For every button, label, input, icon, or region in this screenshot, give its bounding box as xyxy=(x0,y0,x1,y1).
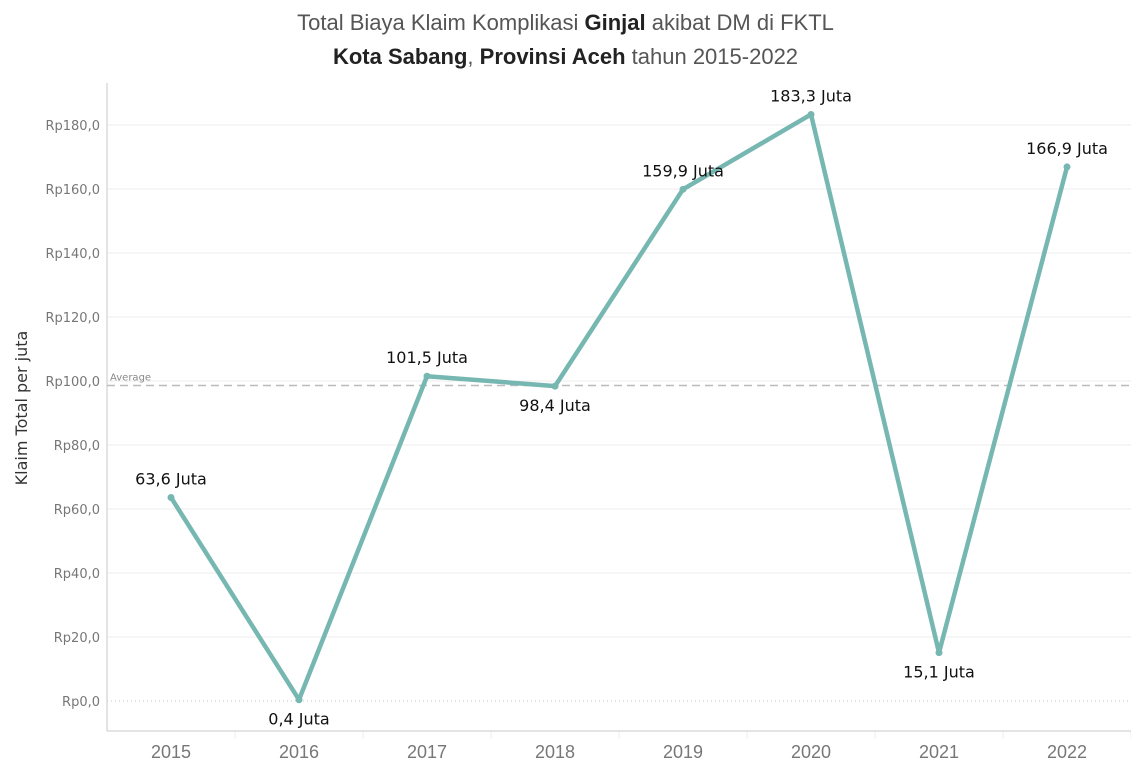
x-tick-label: 2019 xyxy=(663,742,703,762)
data-label-2022: 166,9 Juta xyxy=(1026,139,1108,158)
y-tick-label: Rp0,0 xyxy=(62,695,100,710)
data-labels: 63,6 Juta 0,4 Juta 101,5 Juta 98,4 Juta 159,… xyxy=(135,86,1108,728)
series-line xyxy=(168,112,1070,702)
x-tick-label: 2016 xyxy=(279,742,319,762)
data-point-2019 xyxy=(679,185,687,193)
data-point-2022 xyxy=(1063,163,1071,171)
y-tick-label: Rp120,0 xyxy=(45,311,100,326)
x-tick-label: 2018 xyxy=(535,742,575,762)
y-tick-label: Rp20,0 xyxy=(54,631,100,646)
x-tick-label: 2015 xyxy=(151,742,191,762)
y-tick-label: Rp60,0 xyxy=(54,503,100,518)
series-klaim-total xyxy=(167,110,1071,704)
title-bold-province: Provinsi Aceh xyxy=(479,44,626,69)
data-label-2019: 159,9 Juta xyxy=(642,161,724,180)
title-prefix: Total Biaya Klaim Komplikasi xyxy=(297,10,585,35)
data-label-2021: 15,1 Juta xyxy=(903,663,975,682)
x-tick-label: 2017 xyxy=(407,742,447,762)
y-tick-label: Rp40,0 xyxy=(54,567,100,582)
data-point-2016 xyxy=(295,696,303,704)
y-tick-label: Rp80,0 xyxy=(54,439,100,454)
chart-title-line-1: Total Biaya Klaim Komplikasi Ginjal akib… xyxy=(0,10,1131,36)
data-point-2021 xyxy=(935,649,943,657)
y-tick-label: Rp180,0 xyxy=(45,119,100,134)
data-point-2018 xyxy=(551,382,559,390)
title-separator: , xyxy=(467,44,480,69)
y-tick-label: Rp160,0 xyxy=(45,183,100,198)
x-tick-label: 2022 xyxy=(1047,742,1087,762)
title-bold-ginjal: Ginjal xyxy=(584,10,646,35)
y-axis-label: Klaim Total per juta xyxy=(12,331,31,486)
data-label-2018: 98,4 Juta xyxy=(519,396,591,415)
y-axis-ticks: Rp0,0 Rp20,0 Rp40,0 Rp60,0 Rp80,0 Rp100,0 Rp12… xyxy=(45,119,100,710)
axes xyxy=(106,83,1131,732)
chart-title-line-2: Kota Sabang, Provinsi Aceh tahun 2015-20… xyxy=(0,44,1131,70)
average-reference-line: Average xyxy=(107,372,1131,387)
title-suffix: akibat DM di FKTL xyxy=(645,10,834,35)
data-label-2016: 0,4 Juta xyxy=(268,710,329,729)
data-point-2020 xyxy=(807,110,815,118)
x-tick-label: 2020 xyxy=(791,742,831,762)
data-label-2020: 183,3 Juta xyxy=(770,86,852,105)
data-point-2017 xyxy=(423,372,431,380)
y-tick-label: Rp100,0 xyxy=(45,375,100,390)
x-tick-label: 2021 xyxy=(919,742,959,762)
data-label-2017: 101,5 Juta xyxy=(386,348,468,367)
average-label: Average xyxy=(110,372,151,383)
data-label-2015: 63,6 Juta xyxy=(135,469,207,488)
y-tick-label: Rp140,0 xyxy=(45,247,100,262)
x-axis-ticks: 2015 2016 2017 2018 2019 2020 2021 2022 xyxy=(151,742,1087,762)
data-point-2015 xyxy=(167,493,175,501)
title-year-range: tahun 2015-2022 xyxy=(625,44,799,69)
gridlines xyxy=(107,124,1131,739)
title-bold-city: Kota Sabang xyxy=(332,44,468,69)
